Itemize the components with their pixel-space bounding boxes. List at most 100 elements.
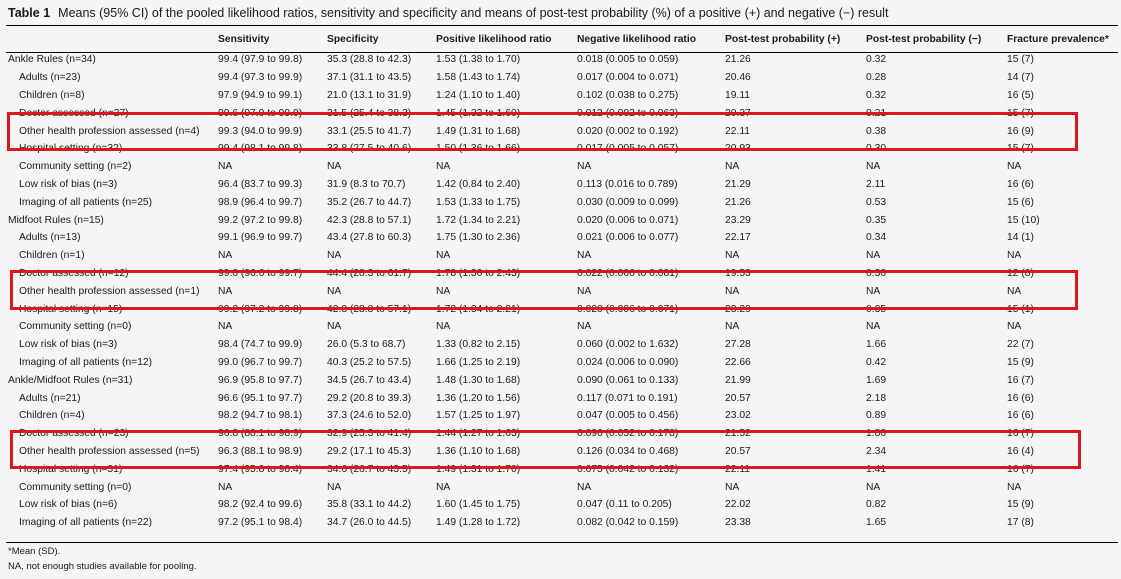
table-cell: 33.1 (25.5 to 41.7) (327, 125, 412, 137)
table-cell: NA (1007, 285, 1022, 297)
table-cell: 96.8 (88.1 to 98.9) (218, 428, 303, 440)
row-label: Ankle/Midfoot Rules (n=31) (8, 374, 133, 386)
table-cell: NA (577, 250, 592, 262)
bottom-rule (6, 542, 1118, 543)
table-cell: 0.38 (866, 125, 887, 137)
table-cell: 1.33 (0.82 to 2.15) (436, 339, 521, 351)
table-cell: 35.8 (33.1 to 44.2) (327, 499, 412, 511)
table-cell: 0.017 (0.004 to 0.071) (577, 72, 679, 84)
table-cell: 0.018 (0.005 to 0.059) (577, 54, 679, 66)
table-row: Low risk of bias (n=3) 96.4 (83.7 to 99.3… (6, 176, 1118, 194)
row-label: Ankle Rules (n=34) (8, 54, 96, 66)
table-cell: 27.28 (725, 339, 751, 351)
table-cell: 16 (6) (1007, 392, 1034, 404)
table-cell: NA (725, 161, 740, 173)
table-cell: NA (218, 481, 233, 493)
table-row: Hospital setting (n=31) 97.4 (95.8 to 98.… (6, 460, 1118, 478)
row-label: Adults (n=21) (19, 392, 81, 404)
table-cell: 98.9 (96.4 to 99.7) (218, 196, 303, 208)
table-cell: 96.6 (95.1 to 97.7) (218, 392, 303, 404)
row-label: Midfoot Rules (n=15) (8, 214, 104, 226)
table-cell: 0.021 (0.006 to 0.077) (577, 232, 679, 244)
table-cell: 0.82 (866, 499, 887, 511)
table-group-row: Midfoot Rules (n=15) 99.2 (97.2 to 99.8) 4… (6, 211, 1118, 229)
table-cell: NA (866, 161, 881, 173)
table-cell: 16 (6) (1007, 410, 1034, 422)
table-row: Other health profession assessed (n=4) 99… (6, 122, 1118, 140)
table-cell: NA (218, 250, 233, 262)
table-cell: 22.11 (725, 125, 751, 137)
table-cell: NA (577, 321, 592, 333)
table-cell: 15 (9) (1007, 356, 1034, 368)
header-cell: Negative likelihood ratio (577, 34, 697, 45)
table-cell: 23.29 (725, 214, 751, 226)
table-cell: NA (866, 285, 881, 297)
table-cell: 15 (9) (1007, 499, 1034, 511)
table-row: Imaging of all patients (n=22) 97.2 (95.1… (6, 514, 1118, 532)
table-cell: 1.78 (1.30 to 2.43) (436, 267, 521, 279)
table-cell: 2.34 (866, 445, 887, 457)
row-label: Other health profession assessed (n=1) (19, 285, 200, 297)
row-label: Adults (n=23) (19, 72, 81, 84)
table-cell: NA (436, 161, 451, 173)
table-cell: 17 (8) (1007, 517, 1034, 529)
table-cell: NA (1007, 321, 1022, 333)
table-cell: NA (327, 250, 342, 262)
table-cell: 96.9 (95.8 to 97.7) (218, 374, 303, 386)
table-row: Doctor assessed (n=23) 96.8 (88.1 to 98.9… (6, 425, 1118, 443)
table-cell: 0.32 (866, 54, 887, 66)
table-cell: 99.4 (97.3 to 99.9) (218, 72, 303, 84)
table-cell: 97.4 (95.8 to 98.4) (218, 463, 303, 475)
table-cell: 0.113 (0.016 to 0.789) (577, 178, 678, 190)
table-row: Children (n=1) NA NA NA NA NA NA NA (6, 247, 1118, 265)
table-caption: Table 1 Means (95% CI) of the pooled like… (8, 6, 888, 20)
table-cell: 0.117 (0.071 to 0.191) (577, 392, 678, 404)
table-cell: 1.36 (1.20 to 1.56) (436, 392, 521, 404)
header-cell: Fracture prevalence* (1007, 34, 1109, 45)
table-cell: 0.075 (0.042 to 0.132) (577, 463, 679, 475)
table-cell: 99.0 (96.7 to 99.7) (218, 356, 303, 368)
table-row: Other health profession assessed (n=5) 96… (6, 443, 1118, 461)
table-cell: 99.0 (96.6 to 99.7) (218, 267, 303, 279)
table-row: Low risk of bias (n=6) 98.2 (92.4 to 99.6… (6, 496, 1118, 514)
table-cell: NA (327, 285, 342, 297)
table-cell: 16 (7) (1007, 463, 1034, 475)
table-cell: 1.66 (1.25 to 2.19) (436, 356, 521, 368)
table-cell: 0.35 (866, 214, 887, 226)
table-cell: 99.1 (96.9 to 99.7) (218, 232, 303, 244)
table-cell: 0.89 (866, 410, 887, 422)
table-row: Low risk of bias (n=3) 98.4 (74.7 to 99.9… (6, 336, 1118, 354)
table-cell: NA (1007, 481, 1022, 493)
table-cell: 12 (8) (1007, 267, 1034, 279)
table-cell: 0.022 (0.006 to 0.081) (577, 267, 679, 279)
table-cell: 2.18 (866, 392, 887, 404)
row-label: Community setting (n=0) (19, 321, 132, 333)
table-cell: 98.4 (74.7 to 99.9) (218, 339, 303, 351)
table-cell: 1.65 (866, 517, 887, 529)
table-cell: NA (218, 161, 233, 173)
row-label: Children (n=4) (19, 410, 85, 422)
table-row: Community setting (n=2) NA NA NA NA NA NA NA (6, 158, 1118, 176)
header-cell: Specificity (327, 34, 379, 45)
table-cell: NA (327, 481, 342, 493)
table-cell: 23.02 (725, 410, 751, 422)
footnote-mean: *Mean (SD). (8, 546, 61, 557)
table-cell: NA (725, 321, 740, 333)
table-cell: 2.11 (866, 178, 886, 190)
row-label: Community setting (n=2) (19, 161, 132, 173)
table-cell: 34.5 (26.7 to 43.4) (327, 374, 412, 386)
table-row: Doctor assessed (n=12) 99.0 (96.6 to 99.7… (6, 265, 1118, 283)
footnote-na: NA, not enough studies available for poo… (8, 561, 197, 572)
table-cell: 16 (7) (1007, 428, 1034, 440)
table-cell: 15 (6) (1007, 196, 1034, 208)
table-cell: 0.096 (0.052 to 0.178) (577, 428, 679, 440)
row-label: Imaging of all patients (n=12) (19, 356, 153, 368)
row-label: Imaging of all patients (n=22) (19, 517, 153, 529)
header-row: Sensitivity Specificity Positive likelih… (6, 28, 1118, 51)
table-cell: 21.26 (725, 196, 751, 208)
row-label: Low risk of bias (n=3) (19, 178, 118, 190)
table-cell: 1.36 (1.10 to 1.68) (436, 445, 521, 457)
table-cell: 0.047 (0.11 to 0.205) (577, 499, 672, 511)
table-row: Adults (n=13) 99.1 (96.9 to 99.7) 43.4 (27… (6, 229, 1118, 247)
row-label: Adults (n=13) (19, 232, 81, 244)
